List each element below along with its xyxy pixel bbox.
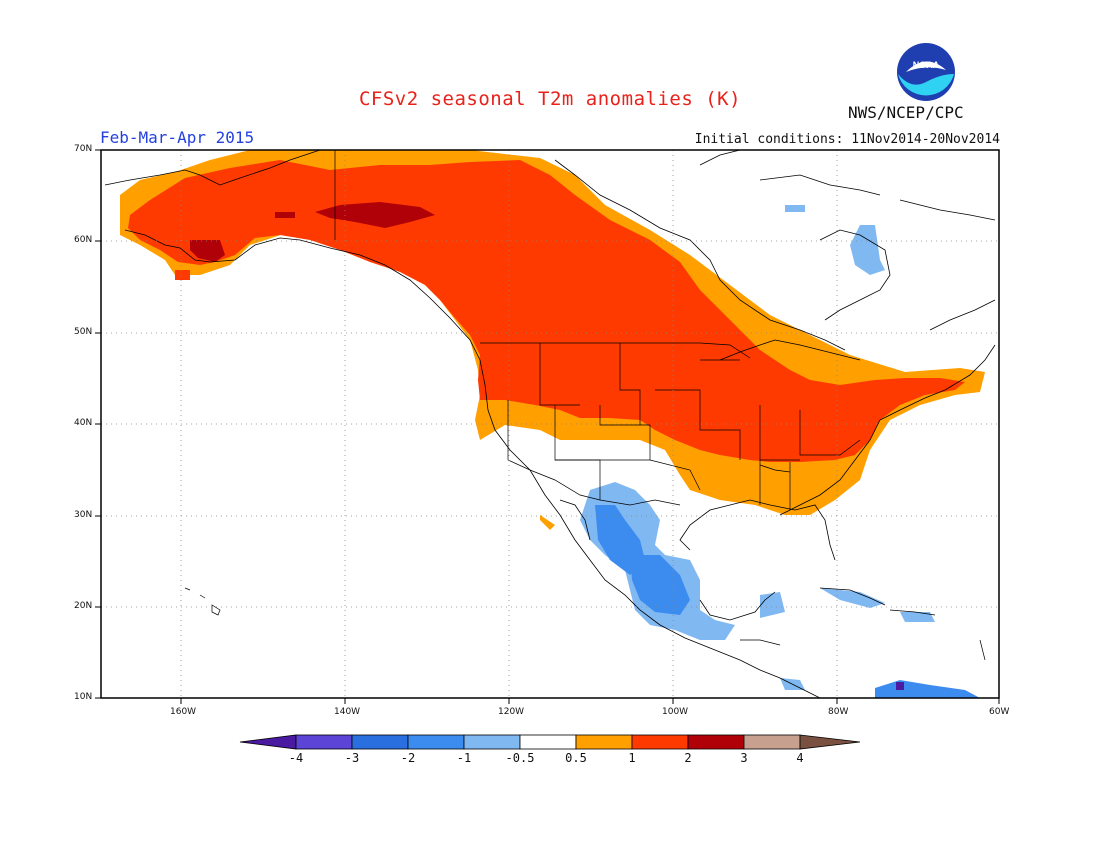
colorbar-swatch — [463, 734, 521, 750]
tick-marks — [95, 149, 1000, 704]
lat-tick-label: 40N — [74, 418, 93, 428]
colorbar-label: -0.5 — [505, 751, 535, 765]
colorbar-label: 3 — [740, 751, 748, 765]
lon-tick-label: 120W — [498, 707, 525, 717]
cool-anomaly-dark — [896, 682, 904, 690]
noaa-logo: NOAA — [897, 43, 955, 101]
colorbar-label: 0.5 — [565, 751, 587, 765]
coastlines — [104, 150, 996, 698]
chart-title: CFSv2 seasonal T2m anomalies (K) — [358, 88, 742, 110]
colorbar-swatch — [519, 734, 577, 750]
colorbar-swatch — [631, 734, 689, 750]
colorbar-label: -1 — [456, 751, 472, 765]
colorbar-label: -4 — [288, 751, 304, 765]
colorbar-min-triangle — [239, 734, 297, 750]
colorbar-label: 1 — [628, 751, 636, 765]
colorbar-swatch — [743, 734, 801, 750]
lat-tick-label: 20N — [74, 601, 93, 611]
lat-tick-label: 70N — [74, 144, 93, 154]
lat-tick-label: 30N — [74, 510, 93, 520]
colorbar-swatch — [351, 734, 409, 750]
lat-tick-label: 50N — [74, 327, 93, 337]
warm-anomaly-dark — [190, 202, 435, 262]
colorbar-label: -2 — [400, 751, 416, 765]
colorbar-swatch — [407, 734, 465, 750]
colorbar-swatch — [575, 734, 633, 750]
colorbar-swatch — [295, 734, 353, 750]
cool-anomaly — [595, 505, 690, 615]
colorbar-label: -3 — [344, 751, 360, 765]
warm-anomaly — [128, 160, 965, 462]
lat-tick-label: 10N — [74, 692, 93, 702]
forecast-period: Feb-Mar-Apr 2015 — [100, 128, 255, 147]
initial-conditions: Initial conditions: 11Nov2014-20Nov2014 — [694, 132, 1000, 147]
lon-tick-label: 140W — [334, 707, 361, 717]
lon-tick-label: 80W — [828, 707, 849, 717]
lon-tick-label: 100W — [662, 707, 689, 717]
colorbar-max-triangle — [799, 734, 861, 750]
noaa-logo-text: NOAA — [913, 60, 940, 70]
lon-tick-label: 160W — [170, 707, 197, 717]
colorbar-label: 4 — [796, 751, 804, 765]
lat-tick-label: 60N — [74, 235, 93, 245]
lon-tick-label: 60W — [989, 707, 1010, 717]
agency-label: NWS/NCEP/CPC — [848, 103, 964, 122]
colorbar-swatch — [687, 734, 745, 750]
boundaries — [334, 150, 861, 646]
colorbar — [239, 734, 861, 750]
colorbar-label: 2 — [684, 751, 692, 765]
islands — [184, 587, 986, 661]
